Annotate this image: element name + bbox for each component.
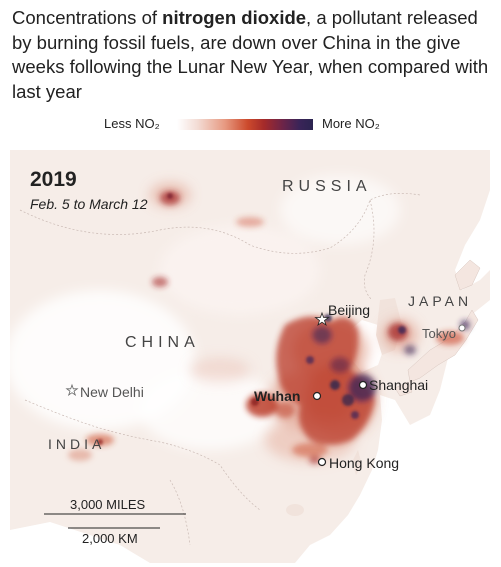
- wuhan-marker-icon: [312, 391, 322, 401]
- new-delhi-star-icon: [65, 383, 79, 397]
- beijing-label: Beijing: [328, 302, 371, 318]
- shanghai-marker-icon: [358, 380, 368, 390]
- japan-label: JAPAN: [408, 293, 473, 309]
- shanghai-label: Shanghai: [369, 377, 429, 393]
- india-label: INDIA: [48, 436, 106, 452]
- tokyo-label: Tokyo: [422, 326, 456, 341]
- scale-miles-label: 3,000 MILES: [70, 497, 146, 512]
- scale-km-label: 2,000 KM: [82, 531, 138, 546]
- headline-emphasis: nitrogen dioxide: [162, 7, 307, 28]
- map-graphic: [10, 150, 490, 563]
- no2-map: 2019 Feb. 5 to March 12 RUSSIA CHINA JAP…: [10, 150, 490, 563]
- no2-concentration: [68, 183, 470, 464]
- scale-bar: [44, 513, 186, 529]
- borders: [19, 193, 421, 546]
- headline-lead: Concentrations of: [12, 7, 163, 28]
- legend-less-label: Less NO₂: [104, 116, 160, 131]
- wuhan-label: Wuhan: [254, 388, 301, 404]
- headline: Concentrations of nitrogen dioxide, a po…: [12, 6, 490, 104]
- beijing-star-icon: [314, 311, 330, 327]
- hainan: [286, 504, 304, 516]
- hong-kong-marker-icon: [317, 457, 327, 467]
- russia-label: RUSSIA: [282, 178, 372, 195]
- new-delhi-label: New Delhi: [80, 384, 144, 400]
- color-legend: Less NO₂ More NO₂: [0, 114, 501, 138]
- taiwan: [352, 450, 362, 475]
- hong-kong-label: Hong Kong: [329, 455, 400, 471]
- headline-rest: , a pollutant released by burning fossil…: [12, 7, 489, 102]
- map-date-range: Feb. 5 to March 12: [30, 196, 148, 212]
- city-markers: [65, 311, 466, 467]
- map-year: 2019: [30, 168, 77, 191]
- terrain-shading: [10, 175, 400, 450]
- tokyo-marker-icon: [458, 324, 466, 332]
- legend-gradient-bar: [177, 119, 313, 130]
- china-label: CHINA: [125, 334, 200, 351]
- legend-more-label: More NO₂: [322, 116, 380, 131]
